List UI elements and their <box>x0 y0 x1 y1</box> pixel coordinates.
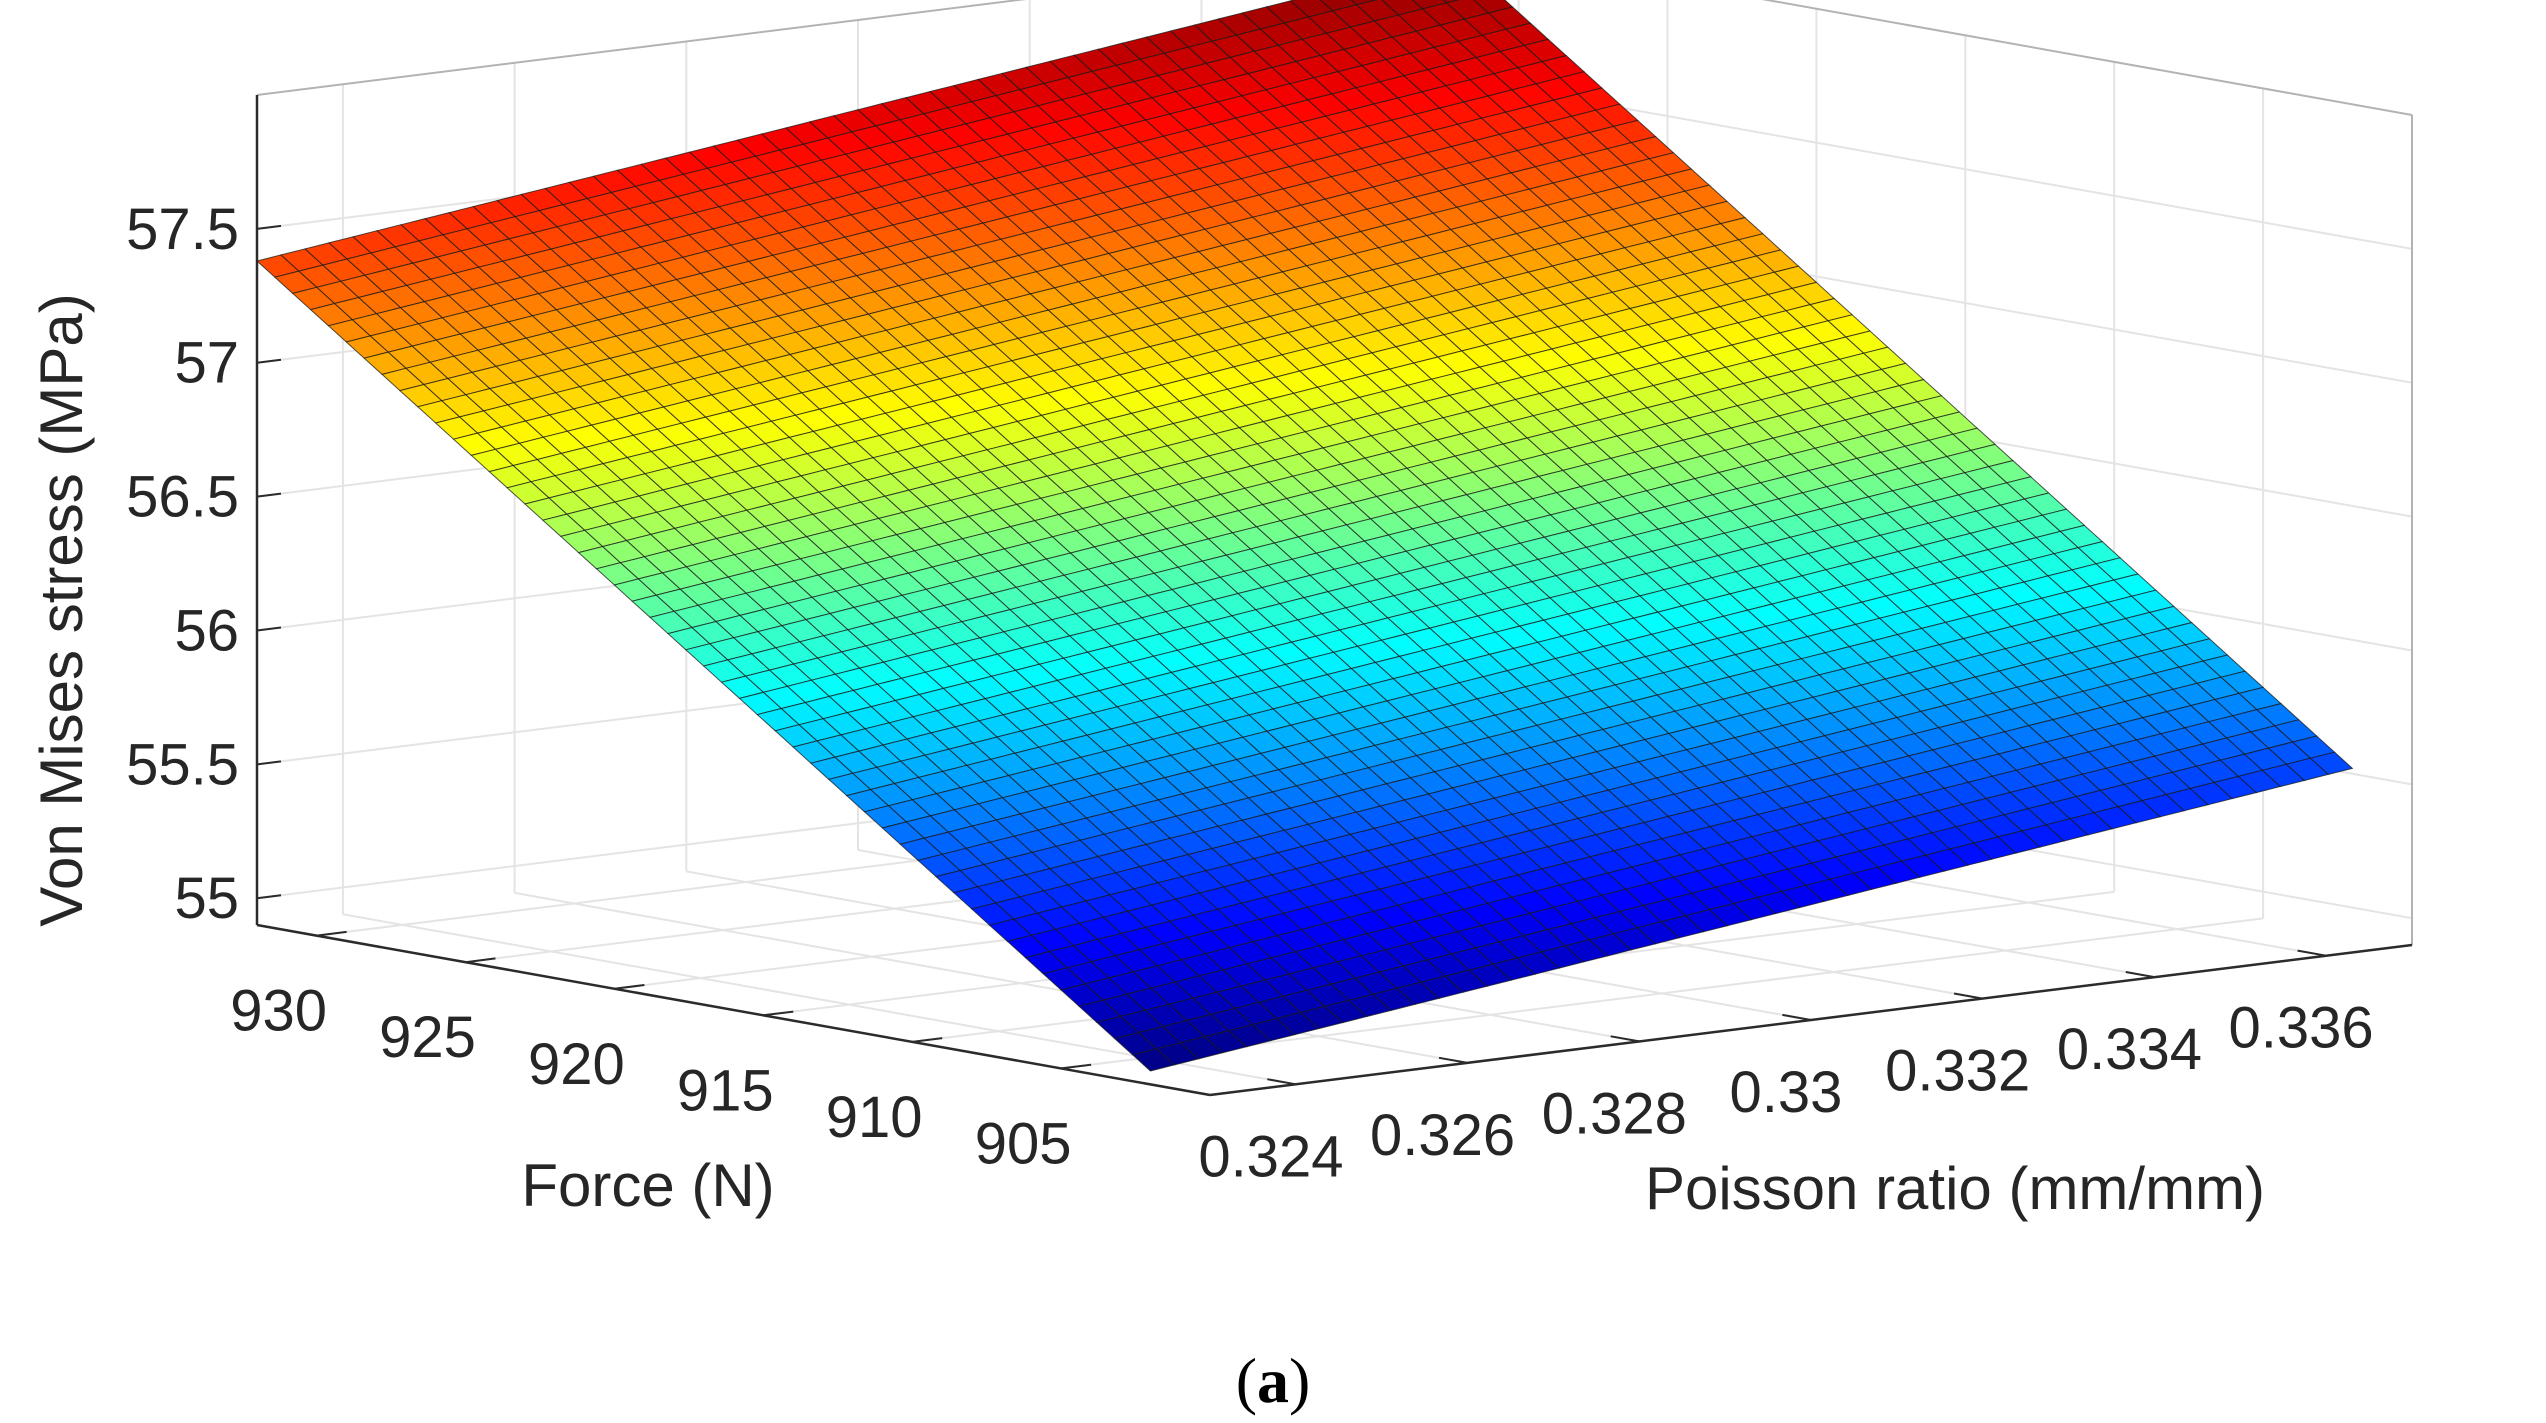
x-tick-label: 0.334 <box>2057 1017 2202 1082</box>
x-tick-label: 0.336 <box>2229 996 2374 1061</box>
z-tick-mark <box>256 358 282 364</box>
y-tick-label: 910 <box>826 1085 923 1150</box>
axes-box-edge <box>1761 0 2413 116</box>
y-tick-mark <box>912 1037 943 1043</box>
y-axis-label: Force (N) <box>521 1152 774 1219</box>
caption-letter: a <box>1257 1345 1289 1416</box>
caption: (a) <box>1236 1345 1311 1416</box>
z-tick-label: 57.5 <box>126 197 239 262</box>
x-tick-mark <box>1438 1056 1468 1064</box>
z-tick-label: 55 <box>174 866 239 931</box>
x-tick-label: 0.324 <box>1198 1124 1343 1189</box>
x-tick-label: 0.332 <box>1885 1039 2030 1104</box>
tick-labels: 0.324 0.326 0.328 0.33 0.332 0.334 0.336 930 925… <box>126 197 2374 1189</box>
surface-mesh <box>255 0 2354 1072</box>
z-tick-mark <box>256 224 282 230</box>
x-tick-mark <box>1953 992 1983 1000</box>
z-axis-label: Von Mises stress (MPa) <box>28 293 95 927</box>
axes-box-edge <box>256 0 1027 96</box>
x-tick-mark <box>1782 1013 1812 1021</box>
surface-patch <box>2309 751 2354 775</box>
z-tick-label: 57 <box>174 331 239 396</box>
y-tick-label: 930 <box>230 979 327 1044</box>
grid-line-x-floor <box>514 891 1468 1064</box>
y-tick-label: 905 <box>975 1111 1072 1176</box>
z-tick-mark <box>256 760 282 766</box>
x-tick-mark <box>1267 1078 1297 1086</box>
z-tick-label: 55.5 <box>126 732 239 797</box>
y-tick-mark <box>614 984 645 990</box>
z-tick-mark <box>256 626 282 632</box>
x-tick-label: 0.33 <box>1730 1060 1843 1125</box>
z-tick-label: 56.5 <box>126 465 239 530</box>
axes-box <box>255 0 2413 1097</box>
x-tick-label: 0.328 <box>1542 1081 1687 1146</box>
z-tick-mark <box>256 492 282 498</box>
x-tick-mark <box>1610 1035 1640 1043</box>
x-tick-label: 0.326 <box>1370 1103 1515 1168</box>
z-tick-label: 56 <box>174 599 239 664</box>
y-tick-label: 925 <box>379 1005 476 1070</box>
x-tick-mark <box>2297 949 2327 957</box>
y-tick-label: 915 <box>677 1058 774 1123</box>
x-tick-mark <box>2125 971 2155 979</box>
y-tick-label: 920 <box>528 1032 625 1097</box>
y-tick-mark <box>763 1010 794 1017</box>
y-axis-line <box>256 923 1211 1097</box>
z-tick-mark <box>256 894 282 900</box>
y-tick-mark <box>465 957 496 964</box>
y-tick-mark <box>316 930 347 937</box>
x-axis-label: Poisson ratio (mm/mm) <box>1645 1155 2265 1222</box>
y-tick-mark <box>1060 1063 1092 1070</box>
